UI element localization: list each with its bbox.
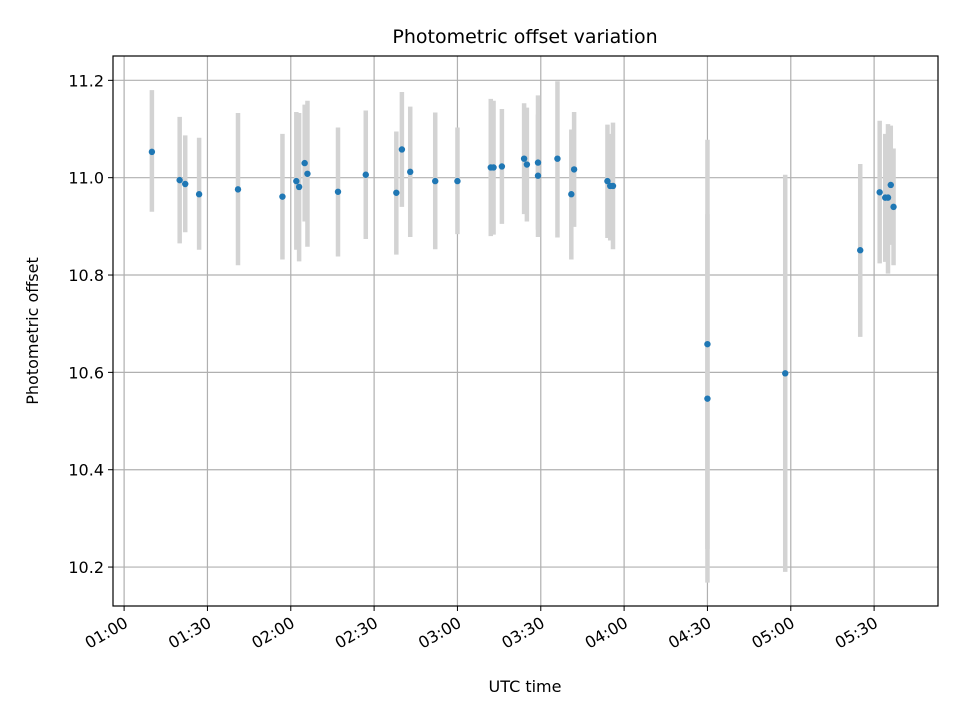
y-tick-label: 11.2 [68,71,104,90]
data-point [523,161,531,168]
data-point [570,166,578,173]
data-point [293,177,300,185]
data-point [393,189,400,196]
data-point [295,183,303,191]
grid [113,56,938,606]
data-point [398,146,406,153]
data-point [334,188,342,195]
y-tick-label: 10.6 [68,363,104,382]
y-axis: 10.2 10.4 10.6 10.8 11.0 11.2 [68,71,113,577]
y-tick-label: 10.8 [68,266,104,285]
x-axis-label: UTC time [489,677,562,696]
data-point [279,193,286,200]
data-point [782,370,789,377]
data-point [498,163,506,170]
data-point [182,180,189,188]
data-point [884,194,892,201]
y-tick-label: 10.2 [68,558,104,577]
data-point [234,186,242,193]
plot-frame [112,55,939,607]
data-point [876,189,883,196]
data-point [534,172,542,179]
y-axis-label: Photometric offset [23,257,42,405]
data-point [432,177,439,185]
data-point [454,177,461,185]
data-point [890,203,897,211]
data-point [534,159,542,166]
y-tick-label: 10.4 [68,461,104,480]
data-point [568,191,575,198]
data-point [301,159,308,167]
chart-title: Photometric offset variation [392,26,657,48]
y-tick-label: 11.0 [68,169,104,188]
data-point [704,340,711,348]
data-point [176,176,183,184]
data-point [609,182,617,190]
data-point [304,170,311,177]
data-point [604,177,611,185]
data-point [407,168,414,176]
data-point [490,164,497,171]
data-points [148,146,897,402]
data-point [195,191,203,198]
data-point [857,247,864,254]
data-point [148,148,156,156]
data-point [362,171,369,178]
data-point [887,181,894,189]
data-point [704,395,711,402]
data-point [554,155,561,162]
data-point [520,155,528,162]
